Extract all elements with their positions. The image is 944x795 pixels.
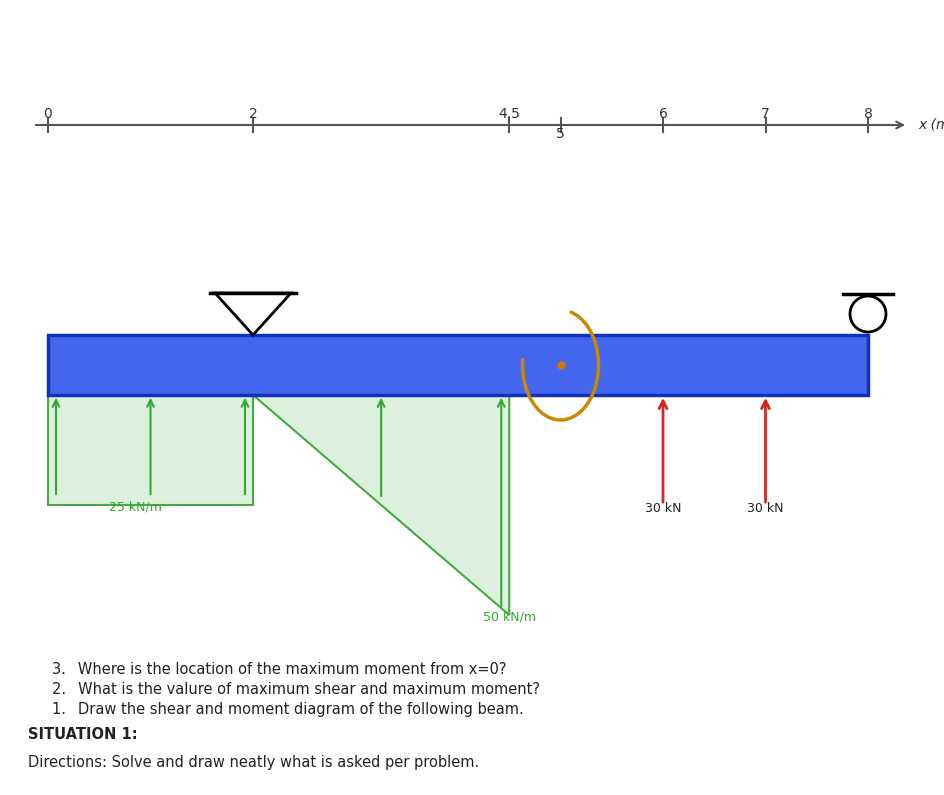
Text: 50 kN/m: 50 kN/m [482, 610, 535, 623]
Text: 2: 2 [248, 107, 257, 121]
Text: 6: 6 [658, 107, 666, 121]
Text: 1.  Draw the shear and moment diagram of the following beam.: 1. Draw the shear and moment diagram of … [52, 702, 523, 717]
Text: 3.  Where is the location of the maximum moment from x=0?: 3. Where is the location of the maximum … [52, 662, 506, 677]
Text: 8: 8 [863, 107, 871, 121]
Text: 30 kN: 30 kN [747, 502, 783, 515]
Text: SITUATION 1:: SITUATION 1: [28, 727, 138, 742]
Text: 15 kN-m: 15 kN-m [459, 364, 512, 377]
Circle shape [849, 296, 885, 332]
Bar [48, 335, 868, 395]
Bar [48, 395, 253, 505]
Text: 0: 0 [43, 107, 52, 121]
Text: 25 kN/m: 25 kN/m [109, 500, 161, 513]
Text: Directions: Solve and draw neatly what is asked per problem.: Directions: Solve and draw neatly what i… [28, 755, 479, 770]
Text: 4.5: 4.5 [497, 107, 519, 121]
Text: 2.  What is the valure of maximum shear and maximum moment?: 2. What is the valure of maximum shear a… [52, 682, 539, 697]
Text: 30 kN: 30 kN [644, 502, 681, 515]
Polygon shape [253, 395, 509, 615]
Text: 7: 7 [760, 107, 769, 121]
Text: 5: 5 [555, 127, 565, 141]
Text: x (m): x (m) [917, 118, 944, 132]
Polygon shape [215, 293, 291, 335]
